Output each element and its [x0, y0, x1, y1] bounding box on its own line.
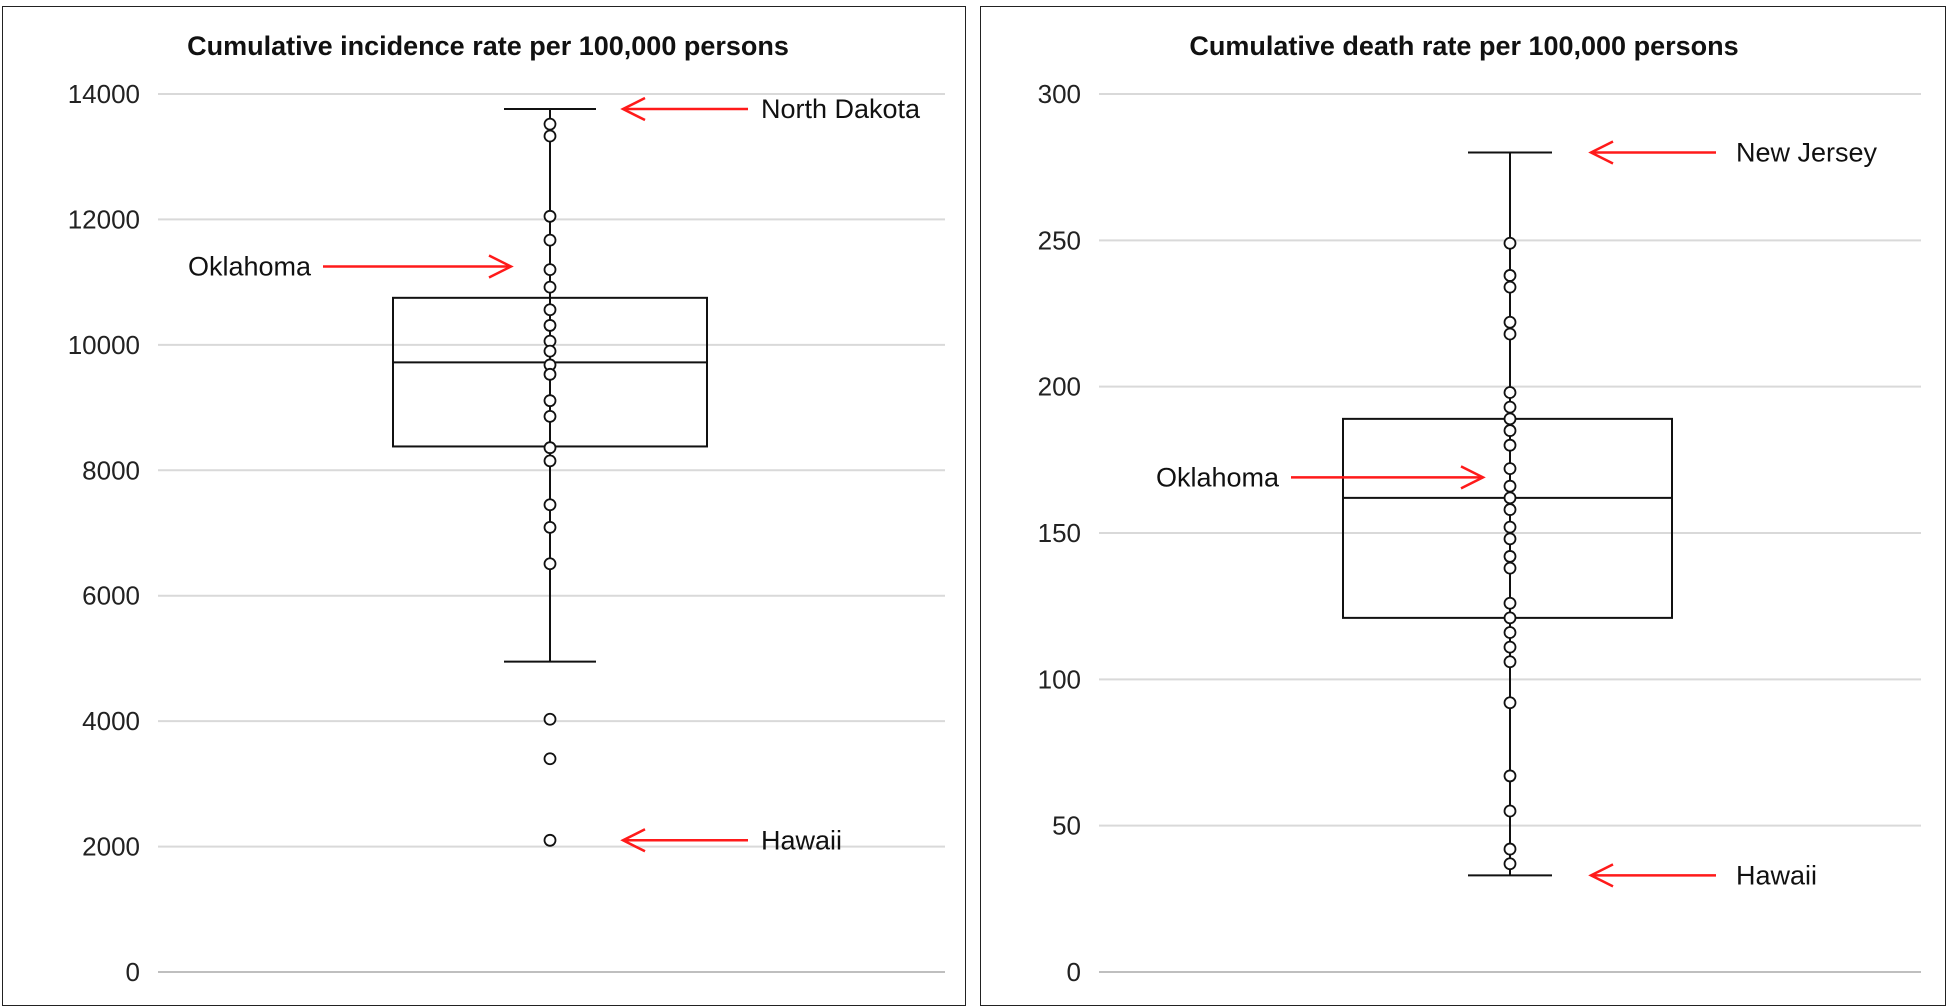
- data-point: [543, 319, 557, 332]
- annotation-oklahoma: Oklahoma: [1156, 462, 1486, 492]
- data-point: [1503, 236, 1517, 250]
- death-chart: Cumulative death rate per 100,000 person…: [1038, 31, 1921, 987]
- annotation-oklahoma: Oklahoma: [188, 251, 514, 281]
- data-point: [543, 833, 557, 847]
- annotation-label: Oklahoma: [1156, 462, 1280, 492]
- annotation-label: Hawaii: [1736, 860, 1817, 890]
- data-point: [1503, 479, 1517, 493]
- data-point: [1503, 804, 1517, 818]
- data-point: [543, 344, 557, 358]
- incidence-chart: Cumulative incidence rate per 100,000 pe…: [68, 31, 945, 987]
- y-tick-label: 250: [1038, 225, 1081, 255]
- data-point: [1503, 611, 1517, 625]
- y-tick-label: 4000: [82, 706, 140, 736]
- annotation-label: New Jersey: [1736, 138, 1878, 168]
- y-tick-label: 100: [1038, 664, 1081, 694]
- data-point: [543, 712, 557, 726]
- data-point: [1503, 491, 1517, 505]
- annotation-arrow-head: [1588, 863, 1614, 888]
- annotation-arrow-head: [488, 254, 514, 279]
- y-tick-label: 200: [1038, 372, 1081, 402]
- annotation-label: Hawaii: [761, 825, 842, 855]
- data-point: [543, 129, 557, 143]
- data-point: [1503, 550, 1517, 563]
- data-point: [543, 117, 557, 131]
- data-point: [1503, 386, 1517, 399]
- y-tick-label: 8000: [82, 455, 140, 485]
- chart-title: Cumulative incidence rate per 100,000 pe…: [187, 31, 789, 61]
- y-tick-label: 150: [1038, 518, 1081, 548]
- data-point: [543, 441, 557, 455]
- death-chart-panel: Cumulative death rate per 100,000 person…: [980, 6, 1946, 1006]
- y-tick-label: 6000: [82, 581, 140, 611]
- annotation-arrow-head: [620, 96, 646, 122]
- data-point: [543, 303, 557, 317]
- data-point: [1503, 857, 1517, 871]
- data-point: [1503, 412, 1517, 426]
- annotation-hawaii: Hawaii: [620, 825, 842, 855]
- data-point: [1503, 327, 1517, 341]
- y-tick-label: 14000: [68, 79, 140, 109]
- data-point: [1503, 561, 1517, 575]
- annotation-new-jersey: New Jersey: [1588, 138, 1878, 168]
- chart-title: Cumulative death rate per 100,000 person…: [1189, 31, 1738, 61]
- data-point: [1503, 596, 1517, 610]
- data-point: [543, 394, 557, 408]
- data-point: [1503, 520, 1517, 534]
- y-tick-label: 50: [1052, 811, 1081, 841]
- data-point: [1503, 655, 1517, 669]
- annotation-arrow-head: [1588, 140, 1614, 165]
- data-point: [1503, 640, 1517, 654]
- data-point: [1503, 769, 1517, 783]
- annotation-label: Oklahoma: [188, 251, 312, 281]
- data-point: [1503, 842, 1517, 856]
- data-point: [543, 209, 557, 223]
- data-point: [543, 367, 557, 381]
- y-tick-label: 300: [1038, 79, 1081, 109]
- y-tick-label: 0: [126, 957, 140, 987]
- annotation-arrow-head: [1460, 465, 1486, 490]
- annotation-arrow-head: [620, 828, 646, 853]
- y-tick-label: 0: [1067, 957, 1081, 987]
- data-point: [1503, 400, 1517, 414]
- annotation-hawaii: Hawaii: [1588, 860, 1817, 890]
- data-point: [1503, 626, 1517, 639]
- data-point: [543, 233, 557, 247]
- data-point: [543, 520, 557, 534]
- data-point: [543, 557, 557, 571]
- data-point: [1503, 532, 1517, 546]
- data-point: [1503, 315, 1517, 329]
- data-point: [1503, 696, 1517, 710]
- annotation-label: North Dakota: [761, 94, 921, 124]
- annotation-north-dakota: North Dakota: [620, 94, 921, 124]
- data-point: [1503, 424, 1517, 437]
- data-point: [1503, 269, 1517, 282]
- data-point: [543, 409, 557, 423]
- data-point: [1503, 280, 1517, 294]
- data-point: [543, 498, 557, 512]
- data-point: [1503, 503, 1517, 516]
- data-point: [1503, 438, 1517, 452]
- incidence-chart-panel: Cumulative incidence rate per 100,000 pe…: [2, 6, 966, 1006]
- y-tick-label: 10000: [68, 330, 140, 360]
- y-tick-label: 12000: [68, 204, 140, 234]
- data-point: [1503, 462, 1517, 476]
- data-point: [543, 263, 557, 277]
- data-point: [543, 280, 557, 294]
- data-point: [543, 454, 557, 468]
- y-tick-label: 2000: [82, 832, 140, 862]
- data-point: [543, 752, 557, 766]
